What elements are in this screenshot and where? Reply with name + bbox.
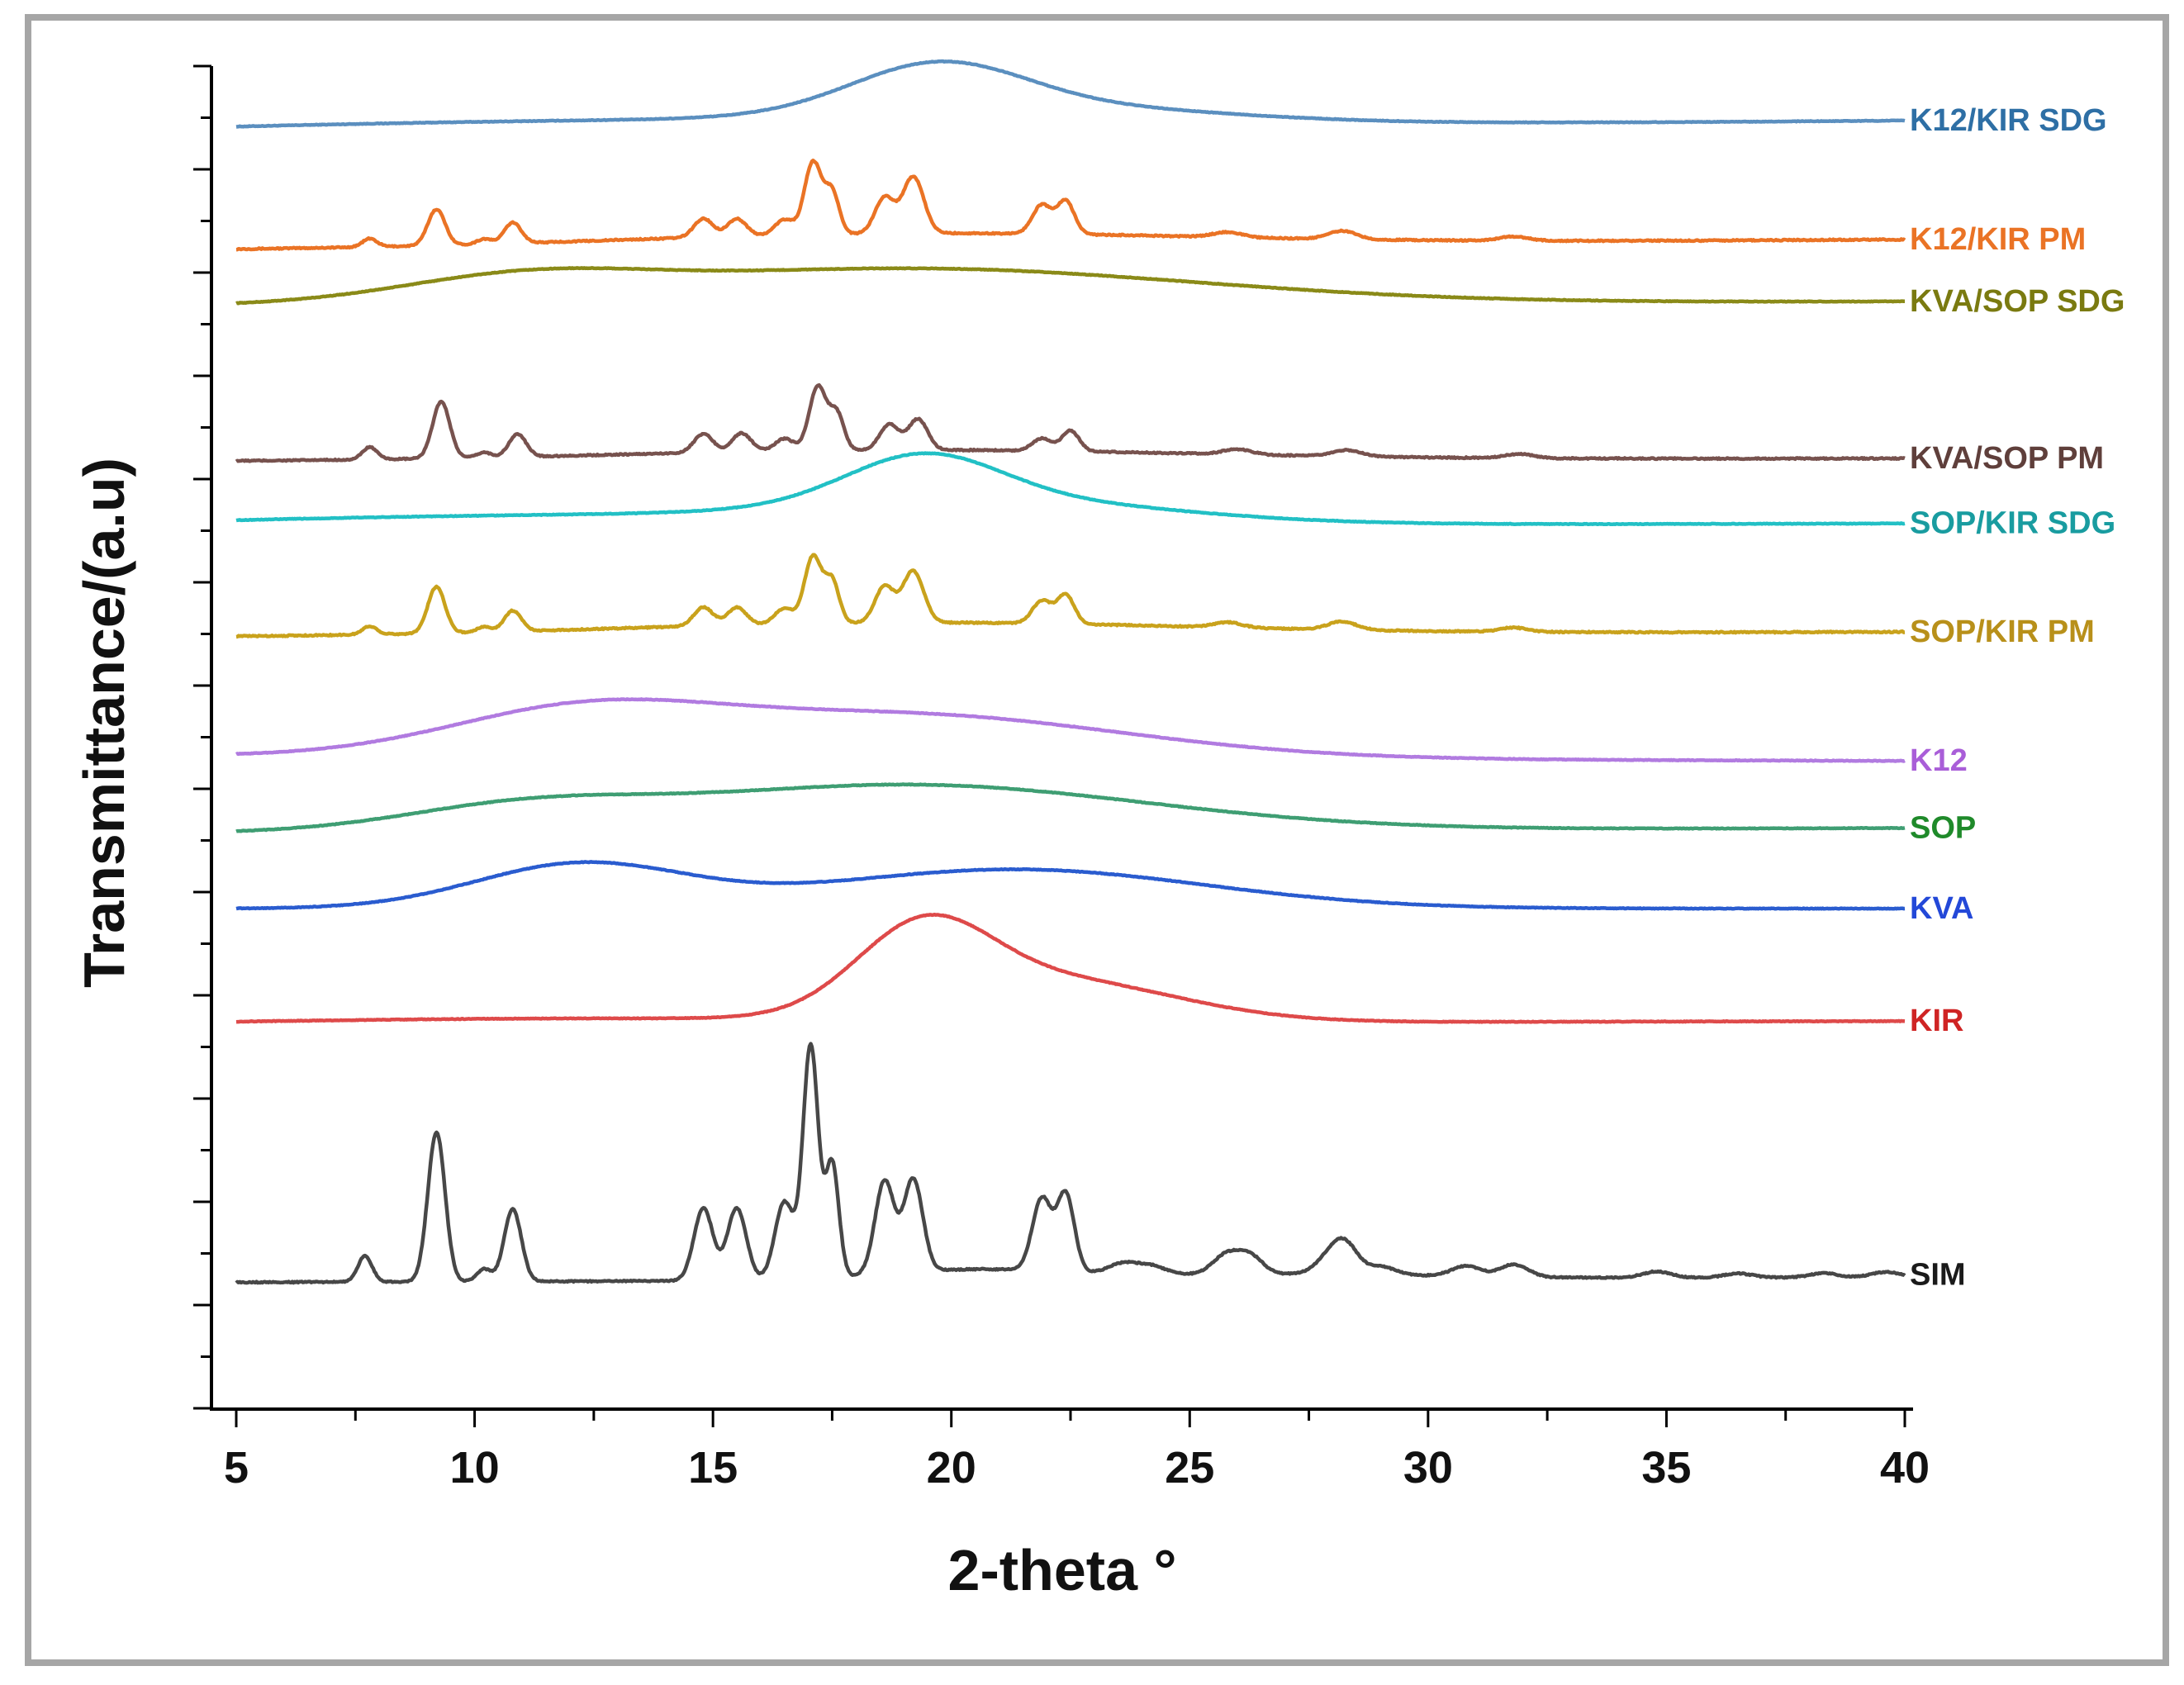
series-line-sop: [235, 782, 1906, 833]
series-line-k12: [235, 697, 1906, 763]
series-traces: [235, 59, 1906, 1285]
series-label-sop: SOP: [1910, 810, 1976, 845]
series-line-k12-kir-sdg: [235, 59, 1906, 129]
series-labels: K12/KIR SDG K12/KIR PM KVA/SOP SDG KVA/SOP …: [1910, 103, 2125, 1293]
series-label-k12-kir-pm: K12/KIR PM: [1910, 222, 2086, 257]
x-ticks: [235, 1409, 1906, 1427]
series-label-k12: K12: [1910, 743, 1968, 778]
xrd-chart: 5 10 15 20 25 30 35 40 K12/KIR SDG K12/KIR PM KVA…: [72, 59, 2125, 1602]
y-ticks: [193, 64, 211, 1410]
series-label-sop-kir-pm: SOP/KIR PM: [1910, 615, 2095, 649]
x-tick-label: 35: [1641, 1443, 1691, 1493]
series-label-k12-kir-sdg: K12/KIR SDG: [1910, 103, 2107, 138]
series-line-k12-kir-pm: [235, 159, 1906, 252]
x-axis-title: 2-theta °: [948, 1538, 1177, 1602]
series-line-kva: [235, 860, 1906, 911]
x-tick-label: 15: [688, 1443, 738, 1493]
series-line-kir: [235, 912, 1906, 1024]
series-label-kva-sop-sdg: KVA/SOP SDG: [1910, 284, 2125, 319]
figure-frame: 5 10 15 20 25 30 35 40 K12/KIR SDG K12/KIR PM KVA…: [25, 14, 2169, 1666]
x-tick-labels: 5 10 15 20 25 30 35 40: [224, 1443, 1930, 1493]
x-tick-label: 30: [1403, 1443, 1453, 1493]
series-line-sop-kir-sdg: [235, 451, 1906, 527]
series-label-kva-sop-pm: KVA/SOP PM: [1910, 441, 2104, 476]
series-label-kir: KIR: [1910, 1004, 1963, 1038]
x-tick-label: 25: [1165, 1443, 1214, 1493]
x-tick-label: 20: [927, 1443, 976, 1493]
series-label-sop-kir-sdg: SOP/KIR SDG: [1910, 506, 2115, 541]
x-tick-label: 5: [224, 1443, 249, 1493]
series-label-sim: SIM: [1910, 1258, 1966, 1293]
series-line-sop-kir-pm: [235, 553, 1906, 639]
series-line-sim: [235, 1042, 1906, 1285]
y-axis-title: Transmittance/(a.u): [72, 458, 136, 988]
chart-axes: [193, 64, 1913, 1427]
series-line-kva-sop-pm: [235, 382, 1906, 463]
series-label-kva: KVA: [1910, 891, 1973, 926]
series-line-kva-sop-sdg: [235, 266, 1906, 306]
x-tick-label: 10: [450, 1443, 500, 1493]
x-tick-label: 40: [1880, 1443, 1930, 1493]
